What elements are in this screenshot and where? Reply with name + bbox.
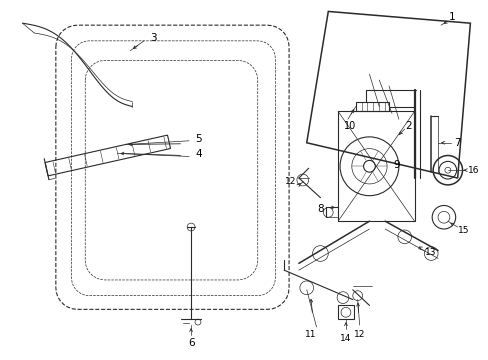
Text: 9: 9 [393,160,399,170]
Text: 15: 15 [457,226,468,235]
Text: 5: 5 [195,134,202,144]
Text: 4: 4 [195,149,202,158]
Text: 2: 2 [405,121,411,131]
Text: 7: 7 [453,138,460,148]
Text: 13: 13 [425,248,436,257]
Text: 11: 11 [305,330,316,339]
Text: 14: 14 [340,334,351,343]
Text: 3: 3 [150,33,157,43]
Text: 12: 12 [285,177,296,186]
Text: 8: 8 [317,204,323,215]
Text: 1: 1 [447,12,454,22]
Text: 10: 10 [343,121,355,131]
Text: 16: 16 [467,166,478,175]
Text: 6: 6 [187,338,194,348]
Text: 12: 12 [353,330,365,339]
